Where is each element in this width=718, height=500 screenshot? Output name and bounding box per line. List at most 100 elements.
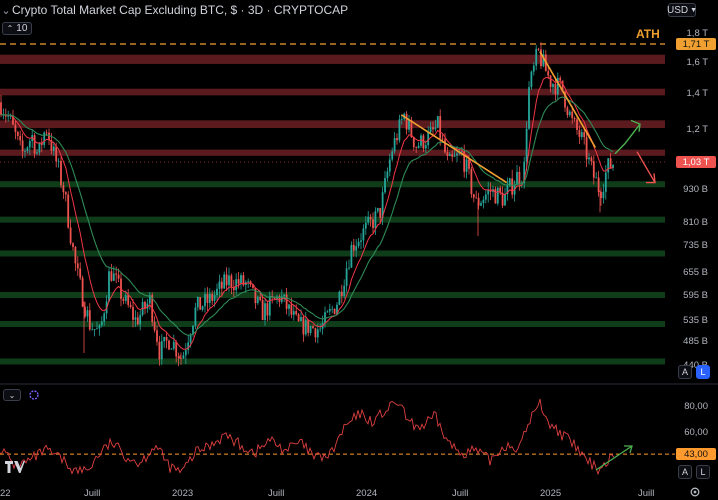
support-zone xyxy=(0,291,665,298)
candle-body xyxy=(259,296,262,301)
candle-body xyxy=(348,267,350,269)
candle-body xyxy=(590,157,593,162)
candle-body xyxy=(564,91,566,108)
candle-body xyxy=(196,296,199,308)
candle-body xyxy=(516,171,518,186)
candle-body xyxy=(148,294,151,304)
candle-body xyxy=(417,145,420,148)
candle-body xyxy=(124,295,127,301)
price-axis-label: 485 B xyxy=(683,336,708,347)
candle-body xyxy=(184,349,187,356)
candle-body xyxy=(230,275,233,288)
candle-body xyxy=(398,119,401,141)
osc-settings-icon[interactable] xyxy=(28,389,40,401)
candle-body xyxy=(220,281,223,289)
candle-body xyxy=(158,341,161,360)
candle-body xyxy=(283,294,286,297)
candle-body xyxy=(424,145,427,149)
candle-body xyxy=(528,87,530,129)
candle-body xyxy=(117,274,120,279)
candle-body xyxy=(91,329,94,331)
candle-body xyxy=(55,146,58,162)
osc-collapse-button[interactable]: ⌄ xyxy=(3,389,21,401)
candle-body xyxy=(554,84,557,95)
candle-body xyxy=(60,160,62,186)
tradingview-logo[interactable] xyxy=(4,458,26,474)
log-scale-button[interactable]: L xyxy=(696,365,710,379)
time-axis-label: Juill xyxy=(452,488,469,499)
candle-body xyxy=(48,132,50,141)
candle-body xyxy=(391,151,394,160)
candle-body xyxy=(218,281,221,289)
candle-body xyxy=(199,296,202,310)
osc-log-scale-button[interactable]: L xyxy=(696,465,710,479)
ema-fast-line xyxy=(0,76,614,350)
candle-body xyxy=(496,187,499,204)
candle-body xyxy=(396,138,398,141)
auto-scale-button[interactable]: A xyxy=(678,365,692,379)
bearish-arrow xyxy=(636,151,656,183)
candle-body xyxy=(561,80,564,92)
candle-body xyxy=(446,152,449,156)
candle-body xyxy=(67,194,70,228)
candle-body xyxy=(252,284,254,288)
candle-body xyxy=(52,146,55,151)
price-axis-label: 735 B xyxy=(683,240,708,251)
candle-body xyxy=(201,306,204,310)
support-zone xyxy=(0,250,665,257)
candle-body xyxy=(129,304,132,307)
candle-body xyxy=(600,191,602,199)
candle-body xyxy=(456,153,458,156)
time-axis-label: Juill xyxy=(84,488,101,499)
osc-current-tag: 43,00 xyxy=(676,448,716,460)
candle-body xyxy=(225,274,228,286)
support-zone xyxy=(0,216,665,223)
candle-body xyxy=(45,132,48,134)
chevron-down-icon: ⌄ xyxy=(8,390,16,400)
candle-body xyxy=(88,310,91,330)
candle-body xyxy=(112,273,115,281)
candle-body xyxy=(307,319,310,333)
candle-body xyxy=(43,132,46,145)
candle-body xyxy=(523,161,526,184)
candle-body xyxy=(62,185,65,193)
candle-body xyxy=(379,208,382,218)
osc-label-60: 60,00 xyxy=(684,427,708,438)
candle-body xyxy=(453,155,456,157)
candle-body xyxy=(441,138,444,140)
candle-body xyxy=(427,132,430,146)
currency-select[interactable]: USD ▼ xyxy=(666,3,697,17)
candle-body xyxy=(357,241,360,247)
candle-body xyxy=(588,157,590,160)
candle-body xyxy=(482,199,485,204)
trendline xyxy=(539,51,597,148)
candle-body xyxy=(506,185,509,195)
symbol-header[interactable]: ⌄ Crypto Total Market Cap Excluding BTC,… xyxy=(0,0,348,20)
indicator-toggle[interactable]: ⌃ 10 xyxy=(2,22,32,35)
candle-body xyxy=(540,49,542,67)
osc-auto-scale-button[interactable]: A xyxy=(678,465,692,479)
resistance-zone xyxy=(0,54,665,64)
candle-body xyxy=(232,287,235,291)
candle-body xyxy=(607,158,610,173)
candle-body xyxy=(14,124,17,132)
candle-body xyxy=(477,197,480,206)
chart-title: Crypto Total Market Cap Excluding BTC, $… xyxy=(12,3,349,17)
candle-body xyxy=(69,227,72,244)
collapse-chevron-icon[interactable]: ⌄ xyxy=(1,4,11,17)
candle-body xyxy=(7,116,10,117)
candle-body xyxy=(388,159,391,172)
candle-body xyxy=(484,194,487,200)
candle-body xyxy=(12,115,14,125)
candle-body xyxy=(494,189,497,204)
candle-body xyxy=(480,203,482,206)
candle-body xyxy=(72,243,74,247)
currency-label: USD xyxy=(666,4,689,16)
candle-body xyxy=(367,216,370,223)
candle-body xyxy=(28,141,31,148)
support-zone xyxy=(0,321,665,328)
candle-body xyxy=(400,119,403,121)
candle-body xyxy=(583,132,586,138)
settings-gear-icon[interactable] xyxy=(689,486,701,498)
